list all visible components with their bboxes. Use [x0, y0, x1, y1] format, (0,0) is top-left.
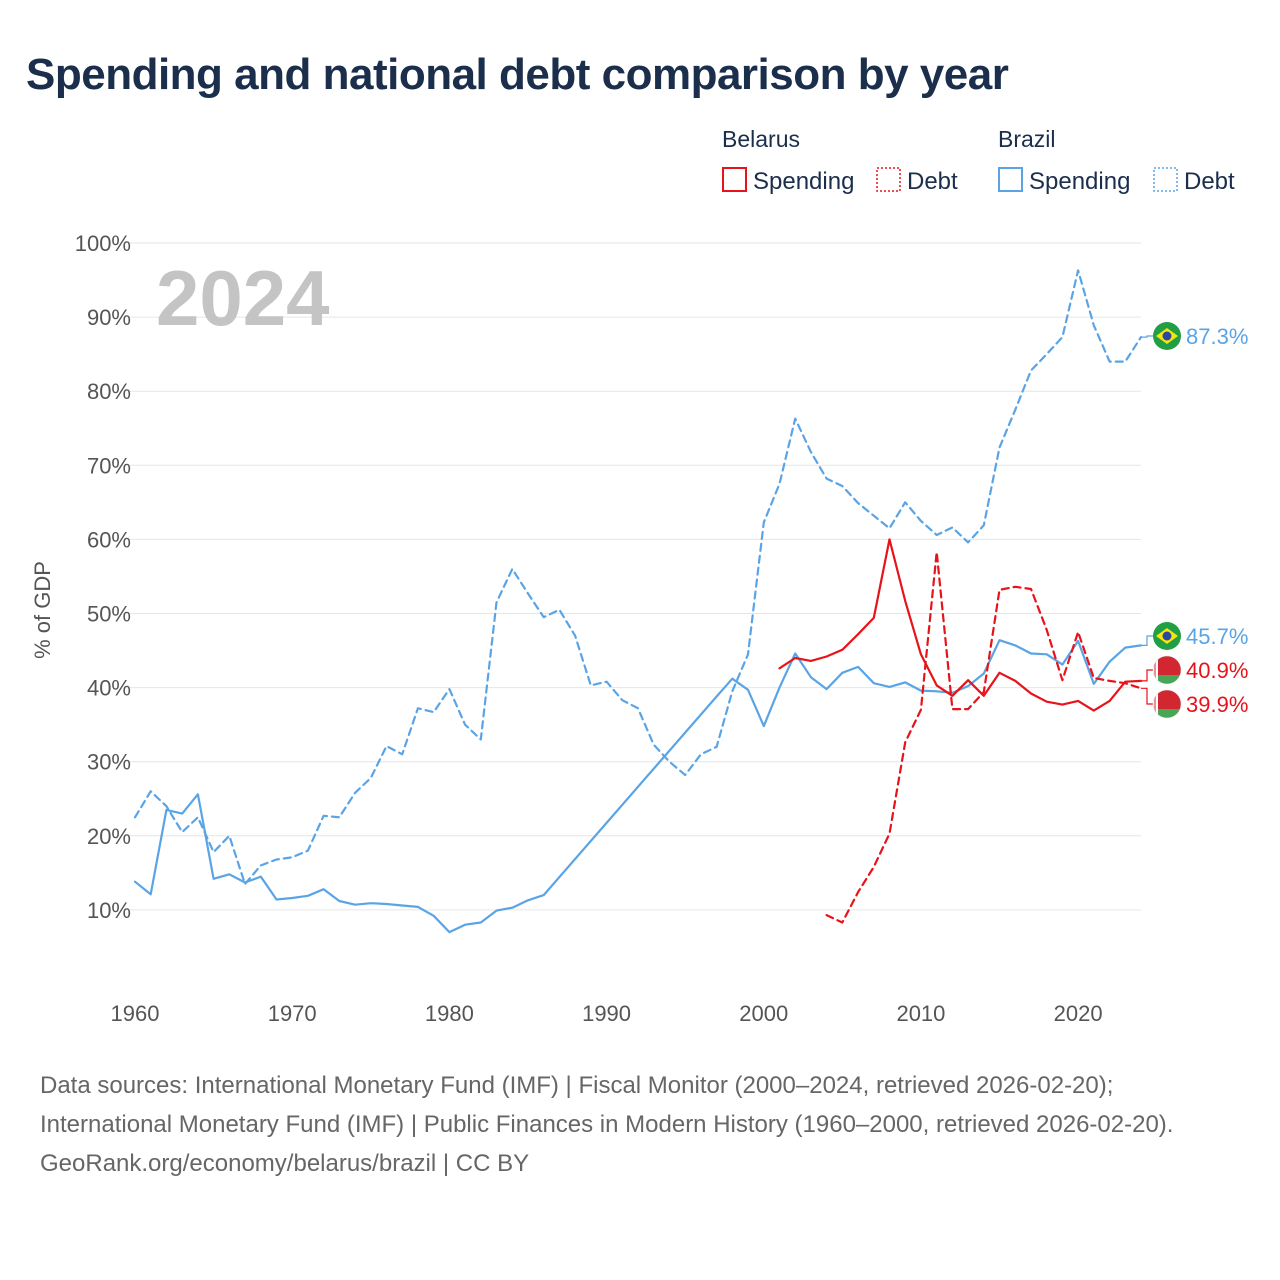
series-belarus-debt[interactable] [825, 550, 1143, 924]
end-connector-belarus-debt [1141, 687, 1153, 705]
belarus-flag-icon [1152, 689, 1182, 719]
gridlines [130, 242, 1141, 911]
legend: Belarus Brazil Spending Debt Spending De… [722, 126, 1235, 195]
legend-swatch-belarus-debt[interactable] [876, 167, 901, 192]
chart-canvas: Belarus Brazil Spending Debt Spending De… [30, 126, 1248, 1026]
chart-title: Spending and national debt comparison by… [26, 50, 1009, 99]
y-axis-label: % of GDP [30, 561, 55, 659]
belarus-flag-icon [1152, 655, 1182, 685]
x-tick-label: 1990 [582, 1001, 631, 1026]
end-labels: 87.3% 45.7% 40.9% 39.9% [1141, 322, 1248, 719]
brazil-flag-icon [1153, 322, 1181, 350]
end-label-brazil-debt: 87.3% [1186, 324, 1248, 349]
legend-group-brazil: Brazil [998, 126, 1056, 152]
legend-swatch-belarus-spending[interactable] [722, 167, 747, 192]
footer: Data sources: International Monetary Fun… [40, 1066, 1240, 1183]
y-tick-label: 10% [87, 898, 131, 923]
series-brazil-debt[interactable] [133, 269, 1143, 886]
end-label-brazil-spending: 45.7% [1186, 624, 1248, 649]
x-tick-label: 2010 [896, 1001, 945, 1026]
x-tick-label: 1970 [268, 1001, 317, 1026]
x-tick-label: 1960 [111, 1001, 160, 1026]
y-tick-label: 30% [87, 750, 131, 775]
legend-swatch-brazil-debt[interactable] [1153, 167, 1178, 192]
y-axis-ticks: 10% 20% 30% 40% 50% 60% 70% 80% 90% 100% [75, 231, 131, 923]
legend-group-belarus: Belarus [722, 126, 800, 152]
end-label-belarus-spending: 40.9% [1186, 658, 1248, 683]
y-tick-label: 60% [87, 527, 131, 552]
y-tick-label: 50% [87, 602, 131, 627]
year-watermark: 2024 [156, 254, 330, 342]
legend-label-brazil-debt[interactable]: Debt [1184, 168, 1235, 195]
legend-label-brazil-spending[interactable]: Spending [1029, 168, 1130, 195]
end-connector-belarus-spending [1141, 669, 1153, 682]
y-tick-label: 90% [87, 305, 131, 330]
y-tick-label: 80% [87, 379, 131, 404]
end-connector-brazil-debt [1141, 335, 1153, 338]
x-axis-ticks: 1960 1970 1980 1990 2000 2010 2020 [111, 1001, 1103, 1026]
end-label-belarus-debt: 39.9% [1186, 692, 1248, 717]
y-tick-label: 70% [87, 453, 131, 478]
legend-label-belarus-spending[interactable]: Spending [753, 168, 854, 195]
x-tick-label: 2000 [739, 1001, 788, 1026]
series-lines [133, 269, 1143, 934]
end-connector-brazil-spending [1141, 635, 1153, 646]
legend-label-belarus-debt[interactable]: Debt [907, 168, 958, 195]
series-brazil-spending[interactable] [133, 639, 1143, 934]
x-tick-label: 1980 [425, 1001, 474, 1026]
data-sources: Data sources: International Monetary Fun… [40, 1072, 1174, 1138]
credit-link[interactable]: GeoRank.org/economy/belarus/brazil | CC … [40, 1150, 530, 1177]
y-tick-label: 40% [87, 676, 131, 701]
y-tick-label: 20% [87, 824, 131, 849]
x-tick-label: 2020 [1054, 1001, 1103, 1026]
brazil-flag-icon [1153, 622, 1181, 650]
y-tick-label: 100% [75, 231, 131, 256]
series-belarus-spending[interactable] [778, 538, 1143, 712]
legend-swatch-brazil-spending[interactable] [998, 167, 1023, 192]
